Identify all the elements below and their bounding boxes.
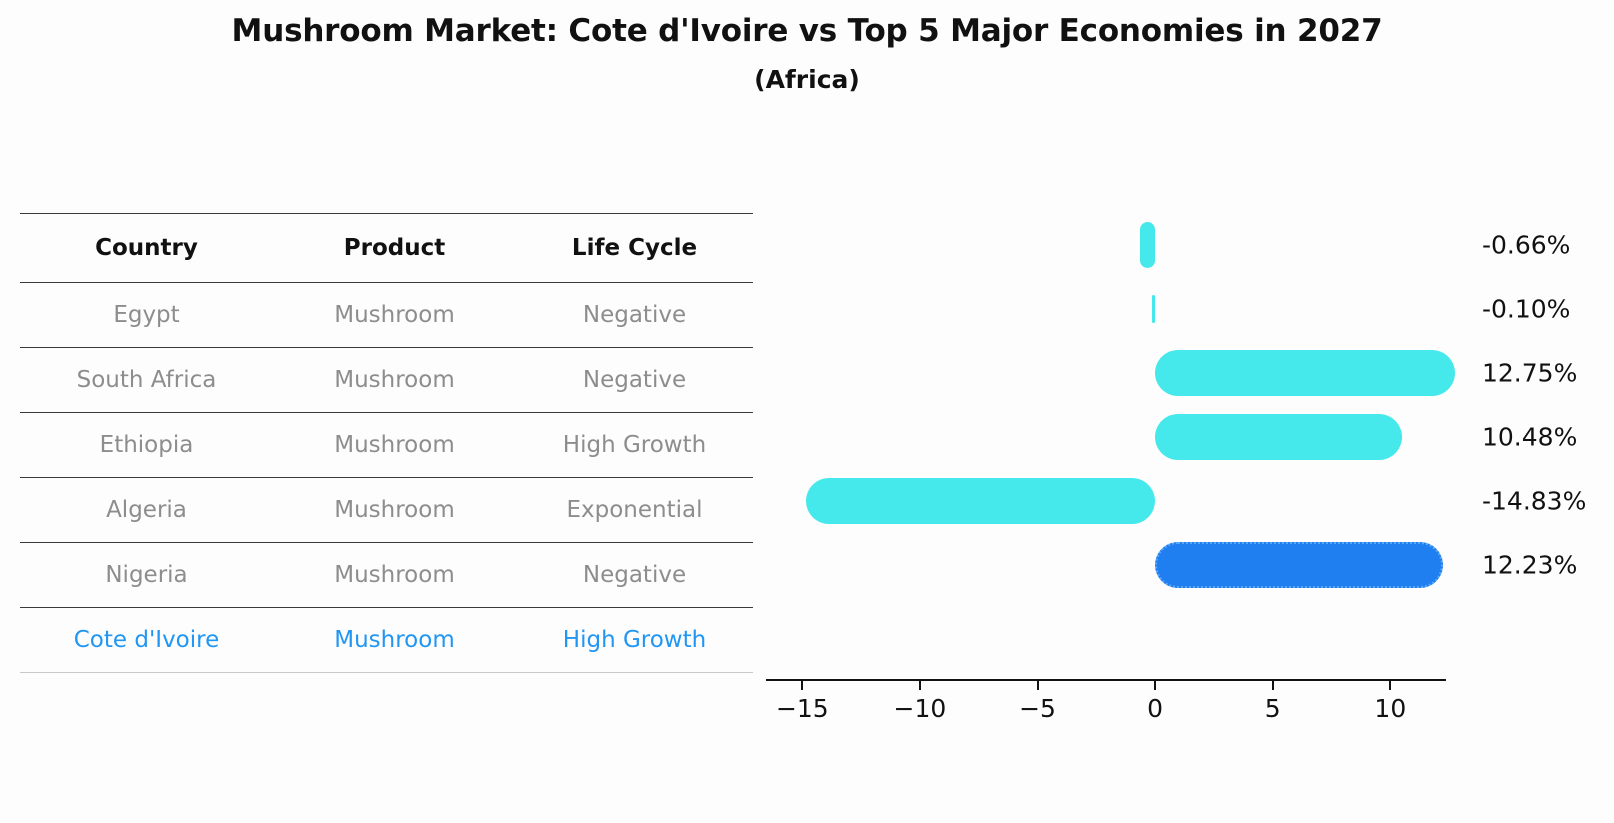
table-cell-product: Mushroom (273, 412, 516, 478)
x-tick-label: 10 (1374, 694, 1407, 723)
plot-area: -0.66% -0.10% 12.75% 10.48% -14.83% 12.23% −1… (760, 213, 1586, 723)
column-header-country: Country (20, 213, 273, 283)
table-row: Ethiopia Mushroom High Growth (20, 412, 753, 478)
bar-row: 12.75% (760, 341, 1577, 405)
x-tick (1036, 681, 1039, 690)
bar-egypt (1139, 222, 1156, 268)
bar-value-label: -0.66% (1482, 230, 1571, 260)
table-cell-country: Algeria (20, 477, 273, 543)
x-tick (918, 681, 921, 690)
bar-ethiopia (1155, 350, 1455, 396)
x-axis-line (766, 679, 1446, 682)
table-row: Cote d'Ivoire Mushroom High Growth (20, 607, 753, 673)
x-tick-label: −15 (775, 694, 829, 723)
bar-row: -0.10% (760, 277, 1570, 341)
table-cell-life-cycle: Negative (516, 347, 753, 413)
page-title: Mushroom Market: Cote d'Ivoire vs Top 5 … (231, 13, 1383, 49)
bar-row: 12.23% (760, 533, 1577, 597)
table-cell-country: Cote d'Ivoire (20, 607, 273, 673)
bar-nigeria (806, 478, 1156, 524)
bar-value-label: 12.23% (1482, 550, 1578, 580)
x-tick-label: −10 (893, 694, 947, 723)
table-header: Country Product Life Cycle (20, 213, 753, 283)
bar-cote-d-ivoire (1155, 542, 1443, 588)
x-tick-label: 0 (1147, 694, 1164, 723)
bar-value-label: -14.83% (1482, 486, 1587, 516)
bar-chart-panel: -0.66% -0.10% 12.75% 10.48% -14.83% 12.23% −1… (760, 213, 1600, 733)
bar-row: -0.66% (760, 213, 1570, 277)
table-cell-country: Ethiopia (20, 412, 273, 478)
table-header-row: Country Product Life Cycle (20, 213, 753, 283)
x-tick (801, 681, 804, 690)
table-row: South Africa Mushroom Negative (20, 347, 753, 413)
bar-value-label: 12.75% (1482, 358, 1578, 388)
column-header-life-cycle: Life Cycle (516, 213, 753, 283)
table-cell-life-cycle: Exponential (516, 477, 753, 543)
comparison-table: Country Product Life Cycle Egypt Mushroom… (20, 213, 753, 673)
table-cell-product: Mushroom (273, 542, 516, 608)
table-row: Egypt Mushroom Negative (20, 282, 753, 348)
bar-row: -14.83% (760, 469, 1586, 533)
table-cell-product: Mushroom (273, 282, 516, 348)
bar-value-label: -0.10% (1482, 294, 1571, 324)
table-row: Nigeria Mushroom Negative (20, 542, 753, 608)
title-block: Mushroom Market: Cote d'Ivoire vs Top 5 … (0, 12, 1614, 96)
column-header-product: Product (273, 213, 516, 283)
table-cell-life-cycle: High Growth (516, 412, 753, 478)
table-cell-life-cycle: Negative (516, 282, 753, 348)
table-cell-life-cycle: Negative (516, 542, 753, 608)
table-cell-life-cycle: High Growth (516, 607, 753, 673)
table-cell-country: South Africa (20, 347, 273, 413)
bar-south-africa (1151, 295, 1155, 323)
bar-row: 10.48% (760, 405, 1577, 469)
table-cell-country: Egypt (20, 282, 273, 348)
x-tick (1271, 681, 1274, 690)
x-tick-label: −5 (1019, 694, 1056, 723)
bar-algeria (1155, 414, 1402, 460)
table-body: Egypt Mushroom Negative South Africa Mushroo… (20, 282, 753, 673)
x-tick (1389, 681, 1392, 690)
x-tick (1154, 681, 1157, 690)
page-subtitle: (Africa) (754, 64, 860, 94)
table-cell-product: Mushroom (273, 607, 516, 673)
bar-value-label: 10.48% (1482, 422, 1578, 452)
x-tick-label: 5 (1264, 694, 1281, 723)
table-row: Algeria Mushroom Exponential (20, 477, 753, 543)
table-cell-country: Nigeria (20, 542, 273, 608)
data-table-panel: Country Product Life Cycle Egypt Mushroom… (20, 213, 753, 673)
table-cell-product: Mushroom (273, 477, 516, 543)
table-cell-product: Mushroom (273, 347, 516, 413)
